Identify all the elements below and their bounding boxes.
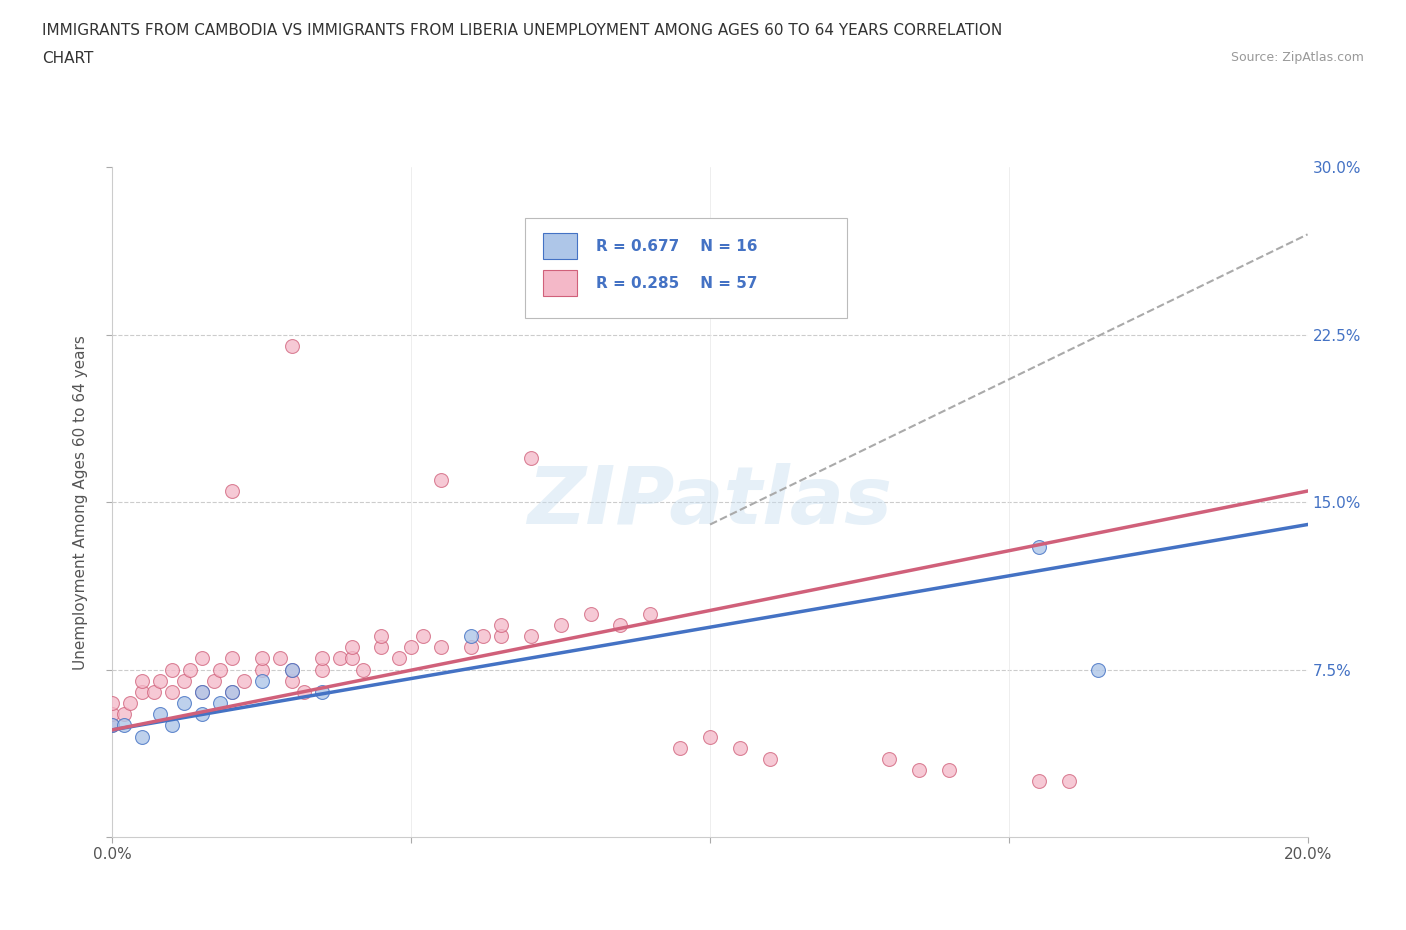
Point (131, 729, 153, 744)
Y-axis label: Unemployment Among Ages 60 to 64 years: Unemployment Among Ages 60 to 64 years (73, 335, 89, 670)
Point (340, 651, 363, 666)
Point (311, 662, 333, 677)
Point (1028, 539, 1050, 554)
Point (269, 651, 291, 666)
Point (1087, 662, 1109, 677)
Text: R = 0.677    N = 16: R = 0.677 N = 16 (596, 239, 758, 254)
Point (352, 662, 374, 677)
Point (101, 707, 124, 722)
Point (281, 662, 304, 677)
Point (208, 662, 231, 677)
Text: R = 0.285    N = 57: R = 0.285 N = 57 (596, 275, 758, 291)
Point (401, 640, 423, 655)
Point (101, 718, 124, 733)
Point (430, 640, 453, 655)
Point (311, 684, 333, 699)
Point (191, 684, 214, 699)
Point (232, 673, 256, 688)
Point (281, 339, 304, 353)
Point (162, 662, 183, 677)
Point (609, 618, 631, 632)
Point (114, 707, 135, 722)
Point (221, 684, 243, 699)
Point (877, 751, 901, 766)
Point (250, 673, 273, 688)
Point (281, 673, 304, 688)
Point (370, 629, 392, 644)
Point (208, 696, 231, 711)
Point (908, 763, 931, 777)
Point (728, 740, 751, 755)
Point (328, 651, 352, 666)
Point (250, 651, 273, 666)
Point (638, 606, 662, 621)
Point (388, 651, 411, 666)
Point (579, 606, 602, 621)
Point (149, 707, 172, 722)
Point (221, 651, 243, 666)
Text: ZIPatlas: ZIPatlas (527, 463, 893, 541)
Point (938, 763, 960, 777)
Point (114, 718, 135, 733)
Point (191, 651, 214, 666)
Point (281, 662, 304, 677)
Point (669, 740, 692, 755)
Text: CHART: CHART (42, 51, 94, 66)
Point (162, 684, 183, 699)
Point (340, 640, 363, 655)
Point (131, 673, 153, 688)
Point (250, 662, 273, 677)
Point (202, 673, 225, 688)
Point (292, 684, 315, 699)
FancyBboxPatch shape (543, 233, 578, 259)
Point (1057, 774, 1080, 789)
Point (412, 629, 434, 644)
Point (311, 651, 333, 666)
Legend: Immigrants from Cambodia, Immigrants from Liberia: Immigrants from Cambodia, Immigrants fro… (460, 925, 960, 930)
Point (173, 696, 195, 711)
Point (131, 684, 153, 699)
Point (370, 640, 392, 655)
Point (489, 618, 512, 632)
Point (460, 629, 482, 644)
Point (520, 450, 543, 465)
Point (162, 718, 183, 733)
Point (191, 684, 214, 699)
Point (699, 729, 721, 744)
Point (1028, 774, 1050, 789)
Point (759, 751, 782, 766)
Point (221, 484, 243, 498)
Point (101, 696, 124, 711)
Point (430, 472, 453, 487)
Point (520, 629, 543, 644)
Point (221, 684, 243, 699)
Text: Source: ZipAtlas.com: Source: ZipAtlas.com (1230, 51, 1364, 64)
Point (149, 673, 172, 688)
Point (472, 629, 495, 644)
Point (101, 718, 124, 733)
Point (550, 618, 572, 632)
Text: IMMIGRANTS FROM CAMBODIA VS IMMIGRANTS FROM LIBERIA UNEMPLOYMENT AMONG AGES 60 T: IMMIGRANTS FROM CAMBODIA VS IMMIGRANTS F… (42, 23, 1002, 38)
Point (179, 662, 201, 677)
Point (489, 629, 512, 644)
Point (143, 684, 166, 699)
Point (191, 707, 214, 722)
Point (120, 696, 142, 711)
FancyBboxPatch shape (524, 218, 848, 318)
Point (460, 640, 482, 655)
Point (173, 673, 195, 688)
FancyBboxPatch shape (543, 270, 578, 296)
